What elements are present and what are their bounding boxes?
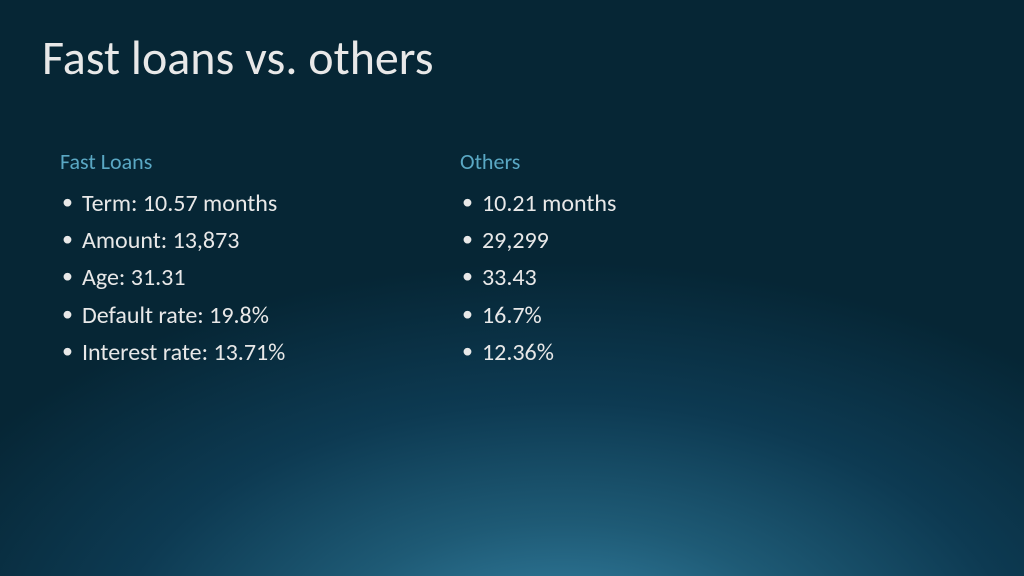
- list-item: 12.36%: [460, 334, 860, 371]
- list-item: 29,299: [460, 222, 860, 259]
- comparison-columns: Fast Loans Term: 10.57 months Amount: 13…: [60, 148, 860, 371]
- list-item: 10.21 months: [460, 185, 860, 222]
- list-fast-loans: Term: 10.57 months Amount: 13,873 Age: 3…: [60, 185, 460, 371]
- list-item: Default rate: 19.8%: [60, 297, 460, 334]
- column-header-right: Others: [460, 148, 860, 175]
- column-others: Others 10.21 months 29,299 33.43 16.7% 1…: [460, 148, 860, 371]
- slide-title: Fast loans vs. others: [42, 28, 433, 87]
- list-others: 10.21 months 29,299 33.43 16.7% 12.36%: [460, 185, 860, 371]
- list-item: Age: 31.31: [60, 259, 460, 296]
- list-item: 33.43: [460, 259, 860, 296]
- list-item: Term: 10.57 months: [60, 185, 460, 222]
- column-header-left: Fast Loans: [60, 148, 460, 175]
- list-item: Interest rate: 13.71%: [60, 334, 460, 371]
- list-item: Amount: 13,873: [60, 222, 460, 259]
- list-item: 16.7%: [460, 297, 860, 334]
- column-fast-loans: Fast Loans Term: 10.57 months Amount: 13…: [60, 148, 460, 371]
